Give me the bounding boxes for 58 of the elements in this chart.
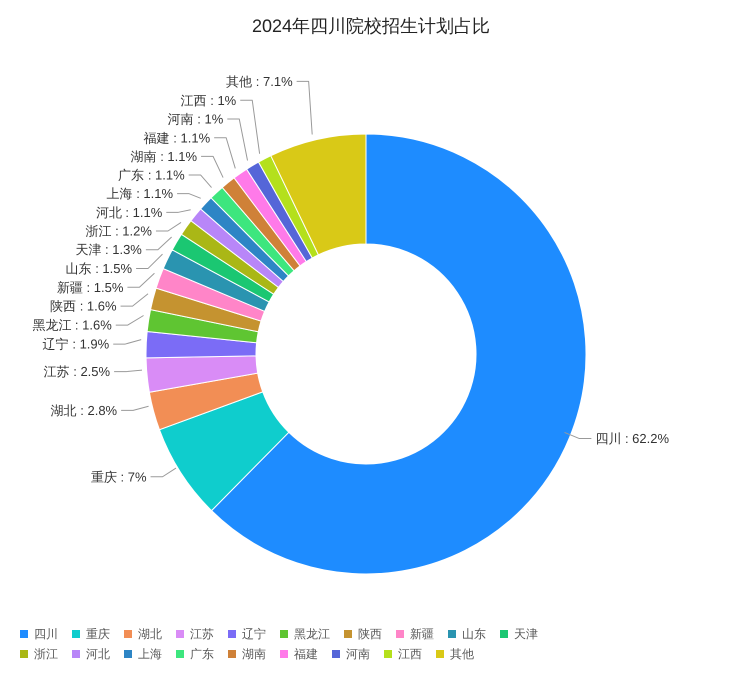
legend-label: 四川 — [34, 626, 58, 643]
slice-label: 四川 — [595, 431, 622, 446]
data-label: : 1.6% — [71, 318, 112, 333]
slice-label: 浙江 — [85, 224, 112, 239]
slice-label: 陕西 — [50, 298, 76, 314]
legend-label: 河北 — [86, 646, 110, 663]
legend-label: 黑龙江 — [294, 626, 330, 643]
legend-label: 陕西 — [358, 626, 382, 643]
data-label: : 1.9% — [68, 336, 110, 352]
legend-label: 湖北 — [138, 626, 162, 643]
legend-label: 湖南 — [242, 646, 266, 663]
data-label: : 1.1% — [144, 168, 186, 183]
data-label: : 1.5% — [82, 280, 124, 295]
data-label: : 1.1% — [170, 130, 211, 146]
data-label: : 1% — [206, 92, 237, 108]
legend-label: 浙江 — [34, 646, 58, 663]
legend-label: 辽宁 — [242, 626, 266, 643]
slice-label: 重庆 — [90, 469, 117, 484]
legend-label: 其他 — [450, 646, 474, 663]
legend-label: 天津 — [514, 626, 538, 643]
data-label: : 1.1% — [156, 148, 198, 164]
legend-label: 山东 — [462, 626, 486, 643]
legend-label: 福建 — [294, 646, 318, 663]
data-label: : 1.5% — [92, 261, 133, 276]
data-label: : 1.3% — [101, 242, 142, 258]
legend-label: 上海 — [138, 646, 162, 663]
data-label: : 62.2% — [621, 431, 670, 446]
slice-label: 山东 — [66, 261, 92, 276]
slice-label: 上海 — [106, 186, 133, 202]
data-label: : 7% — [116, 469, 147, 484]
slice-label: 福建 — [144, 130, 170, 146]
legend-label: 广东 — [190, 646, 214, 663]
slice-label: 辽宁 — [42, 336, 69, 352]
slice-label: 广东 — [118, 168, 144, 183]
slice-label: 江西 — [180, 92, 207, 108]
data-label: : 7.1% — [252, 74, 294, 89]
slice-label: 湖北 — [50, 402, 77, 418]
legend-label: 河南 — [346, 646, 370, 663]
slice-label: 江苏 — [44, 364, 70, 380]
data-label: : 1% — [194, 112, 224, 127]
slice-label: 河北 — [96, 204, 122, 220]
data-label: : 1.6% — [76, 298, 117, 314]
chart-title: 2024年四川院校招生计划占比 — [250, 15, 492, 38]
slice-label: 黑龙江 — [32, 318, 72, 333]
slice-label: 其他 — [226, 74, 252, 89]
legend-label: 江苏 — [190, 626, 214, 643]
slice-label: 河南 — [168, 112, 194, 127]
legend-label: 江西 — [398, 646, 422, 663]
data-label: : 1.1% — [122, 204, 163, 220]
legend-label: 重庆 — [86, 626, 110, 643]
slice-label: 湖南 — [130, 148, 157, 164]
data-label: : 1.1% — [132, 186, 174, 202]
legend-label: 新疆 — [410, 626, 434, 643]
data-label: : 2.5% — [70, 364, 111, 380]
data-label: : 2.8% — [76, 402, 118, 418]
data-label: : 1.2% — [111, 224, 152, 239]
slice-label: 天津 — [75, 242, 102, 258]
slice-label: 新疆 — [56, 280, 83, 295]
